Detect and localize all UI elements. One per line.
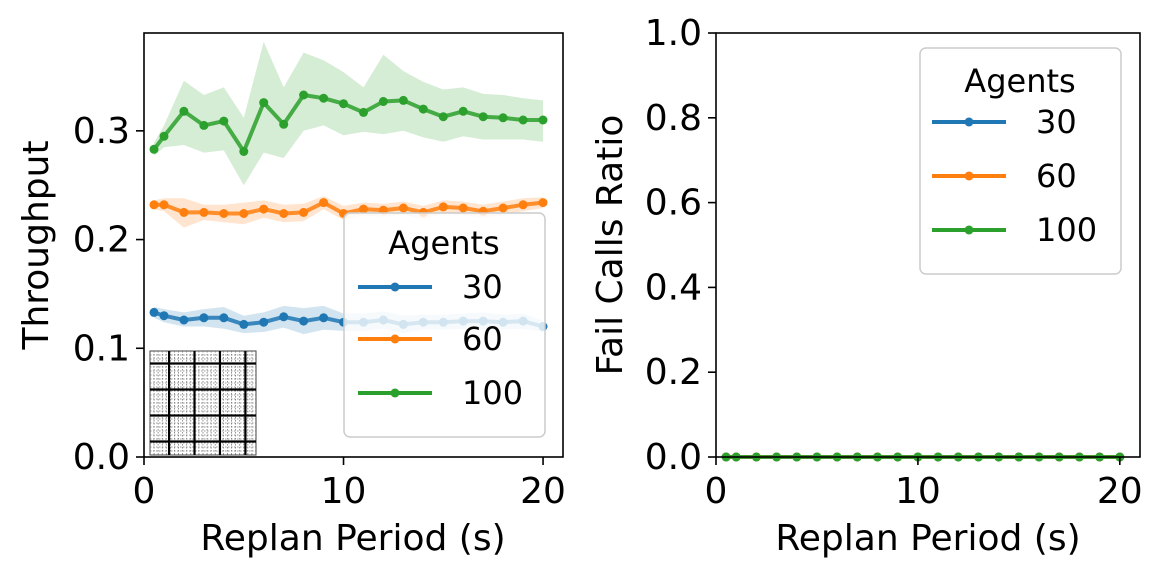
y-axis-label: Throughput	[16, 140, 57, 350]
data-point-100	[359, 107, 368, 117]
data-point-100	[398, 95, 408, 105]
data-point-30	[299, 316, 309, 326]
data-point-60	[518, 200, 528, 210]
data-point-100	[378, 97, 388, 106]
x-tick-label: 0	[705, 471, 728, 512]
data-point-60	[398, 203, 408, 213]
data-point-100	[438, 112, 448, 122]
legend-label-30: 30	[462, 268, 503, 306]
data-point-100	[179, 106, 189, 116]
data-point-30	[149, 307, 159, 317]
y-tick-label: 0.8	[645, 98, 702, 139]
data-point-100	[458, 106, 468, 116]
legend-marker-30	[964, 117, 974, 127]
axes-frame	[143, 32, 564, 458]
legend: Agents 30 60 100	[919, 47, 1122, 275]
data-point-100	[538, 115, 548, 125]
data-point-100	[339, 99, 348, 109]
data-point-100	[239, 147, 249, 156]
legend-label-100: 100	[1036, 211, 1097, 249]
series-band-100	[154, 41, 543, 186]
y-tick-label: 0.0	[73, 437, 130, 478]
data-point-60	[239, 209, 249, 218]
legend-marker-100	[964, 225, 974, 235]
data-point-60	[179, 207, 189, 217]
x-tick-label: 0	[133, 471, 156, 512]
data-point-60	[199, 207, 209, 217]
data-point-30	[199, 313, 209, 323]
data-point-60	[319, 198, 329, 208]
data-point-60	[359, 204, 368, 214]
legend-title: Agents	[964, 62, 1075, 100]
y-tick-label: 1.0	[645, 13, 702, 54]
legend-label-30: 30	[1036, 103, 1077, 141]
data-point-60	[458, 203, 468, 213]
legend-box	[343, 212, 546, 438]
grid-map-inset	[149, 350, 257, 456]
x-axis-label: Replan Period (s)	[200, 518, 505, 559]
y-tick-label: 0.2	[645, 352, 702, 393]
data-point-100	[219, 116, 229, 126]
legend-marker-60	[964, 171, 974, 181]
data-point-100	[319, 93, 329, 103]
data-point-30	[159, 311, 169, 321]
y-tick-label: 0.0	[645, 437, 702, 478]
data-point-100	[518, 115, 528, 125]
data-point-60	[259, 204, 269, 214]
data-point-100	[149, 144, 159, 154]
data-point-30	[179, 315, 189, 325]
data-point-30	[279, 312, 289, 322]
legend: Agents 30 60 100	[343, 212, 546, 438]
data-point-100	[259, 98, 269, 108]
data-point-30	[219, 313, 229, 323]
y-tick-label: 0.3	[73, 111, 130, 152]
legend-marker-30	[390, 282, 400, 292]
fail-calls-chart: 0 10 20 0.0 0.2 0.4 0.6 0.8 1.0 Replan Period (…	[590, 13, 1143, 559]
data-point-30	[259, 317, 269, 327]
data-point-100	[299, 90, 309, 100]
data-point-60	[299, 207, 309, 217]
legend-label-60: 60	[1036, 157, 1077, 195]
y-tick-label: 0.4	[645, 267, 702, 308]
legend-label-100: 100	[462, 374, 523, 412]
data-point-100	[159, 131, 169, 141]
throughput-chart: 0 10 20 0.0 0.1 0.2 0.3 Replan Period (s) Thr…	[16, 32, 566, 559]
x-axis-label: Replan Period (s)	[775, 518, 1080, 559]
data-point-60	[498, 203, 508, 213]
data-point-100	[199, 120, 209, 130]
y-tick-label: 0.1	[73, 328, 130, 369]
data-point-100	[478, 112, 488, 122]
y-tick-label: 0.2	[73, 220, 130, 261]
legend-marker-60	[390, 334, 400, 344]
data-point-100	[279, 119, 289, 129]
data-point-30	[239, 319, 249, 329]
x-tick-label: 10	[895, 471, 941, 512]
x-tick-label: 20	[1097, 471, 1143, 512]
y-axis-label: Fail Calls Ratio	[590, 115, 631, 376]
data-point-60	[279, 209, 289, 218]
data-point-60	[149, 200, 159, 210]
legend-box	[919, 47, 1122, 275]
data-point-100	[418, 104, 428, 114]
legend-marker-100	[390, 388, 400, 398]
y-tick-label: 0.6	[645, 183, 702, 224]
data-point-100	[498, 113, 508, 123]
data-point-60	[159, 200, 169, 210]
data-point-60	[438, 202, 448, 212]
x-tick-label: 10	[321, 471, 367, 512]
data-point-60	[538, 198, 548, 208]
axes-frame	[715, 32, 1141, 458]
legend-label-60: 60	[462, 320, 503, 358]
legend-title: Agents	[388, 224, 499, 262]
x-tick-label: 20	[520, 471, 566, 512]
data-point-30	[319, 313, 329, 323]
data-point-60	[219, 209, 229, 218]
